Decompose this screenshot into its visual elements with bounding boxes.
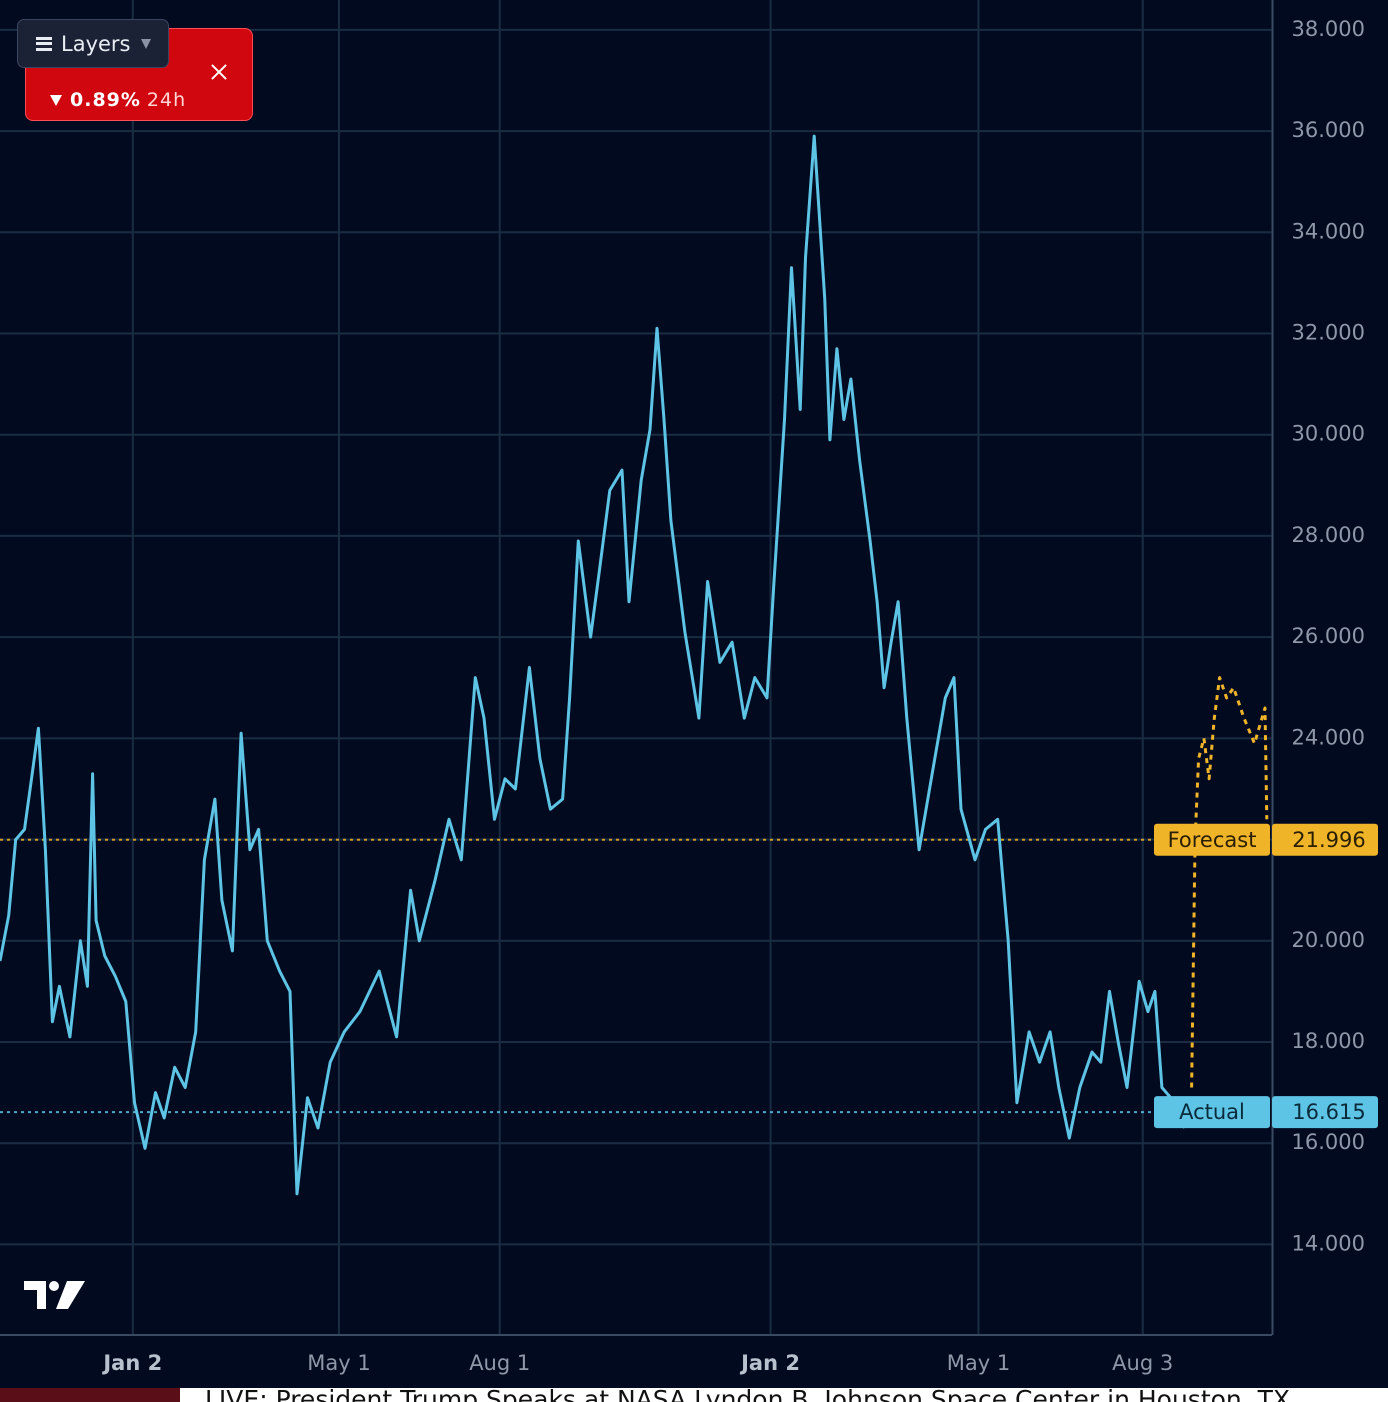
y-tick-label: 26.000: [1292, 624, 1365, 648]
change-value: 0.89%: [70, 89, 141, 111]
y-tick-label: 34.000: [1292, 219, 1365, 243]
y-tick-label: 32.000: [1292, 320, 1365, 344]
x-tick-label: Aug 1: [469, 1351, 530, 1375]
x-tick-label: Jan 2: [739, 1351, 800, 1375]
price-tag-name-box: [1154, 1096, 1270, 1129]
grid: [0, 0, 1272, 1335]
y-tick-label: 38.000: [1292, 17, 1365, 41]
price-tag-name-box: [1154, 823, 1270, 856]
y-tick-label: 30.000: [1292, 422, 1365, 446]
y-tick-label: 14.000: [1292, 1231, 1365, 1255]
x-tick-label: May 1: [307, 1351, 370, 1375]
price-tag-value: 16.615: [1292, 1100, 1365, 1124]
y-tick-label: 24.000: [1292, 725, 1365, 749]
price-tag-name: Forecast: [1168, 828, 1257, 852]
change-period: 24h: [146, 89, 187, 111]
series-line: [1190, 676, 1269, 1088]
price-tag-value-box: [1272, 823, 1378, 856]
x-tick-label: Aug 3: [1112, 1351, 1173, 1375]
price-tag-value: 21.996: [1292, 828, 1365, 852]
close-button[interactable]: [210, 63, 228, 81]
news-ticker: LIVE: President Trump Speaks at NASA Lyn…: [0, 1385, 1388, 1402]
y-tick-label: 20.000: [1292, 928, 1365, 952]
layers-label: Layers: [61, 31, 131, 56]
x-tick-label: Jan 2: [101, 1351, 162, 1375]
price-tag-value-box: [1272, 1096, 1378, 1129]
price-change: 0.89% 24h: [50, 89, 186, 111]
y-tick-label: 18.000: [1292, 1029, 1365, 1053]
y-tick-label: 16.000: [1292, 1130, 1365, 1154]
price-tag-name: Actual: [1179, 1100, 1245, 1124]
ticker-thumbnail: [0, 1388, 180, 1402]
series-line: [0, 134, 1186, 1196]
y-tick-label: 28.000: [1292, 523, 1365, 547]
tradingview-logo: [24, 1281, 85, 1309]
ticker-text: LIVE: President Trump Speaks at NASA Lyn…: [205, 1385, 1291, 1402]
y-tick-label: 36.000: [1292, 118, 1365, 142]
x-tick-label: May 1: [947, 1351, 1010, 1375]
layers-button[interactable]: Layers: [17, 19, 169, 68]
